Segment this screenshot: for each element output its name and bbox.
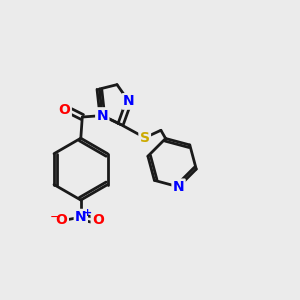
Text: S: S [140, 130, 150, 145]
Text: N: N [75, 210, 87, 224]
Text: −: − [50, 211, 60, 224]
Text: N: N [123, 94, 135, 108]
Text: O: O [59, 103, 70, 117]
Text: N: N [173, 180, 184, 194]
Text: +: + [83, 208, 92, 218]
Text: O: O [92, 213, 104, 227]
Text: N: N [97, 109, 108, 122]
Text: O: O [56, 213, 68, 227]
